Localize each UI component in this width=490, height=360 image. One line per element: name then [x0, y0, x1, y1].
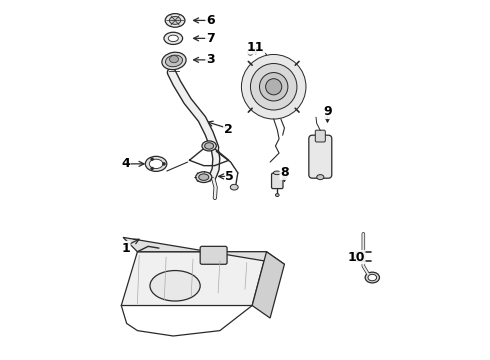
FancyBboxPatch shape: [315, 130, 325, 142]
Ellipse shape: [168, 35, 178, 41]
Polygon shape: [122, 252, 267, 306]
Ellipse shape: [149, 159, 163, 168]
Circle shape: [260, 73, 288, 101]
Ellipse shape: [365, 272, 379, 283]
Circle shape: [151, 158, 153, 161]
Text: 3: 3: [206, 53, 215, 66]
Ellipse shape: [166, 55, 183, 67]
Ellipse shape: [170, 55, 178, 63]
Circle shape: [247, 49, 253, 55]
Ellipse shape: [317, 175, 324, 180]
Ellipse shape: [275, 194, 279, 197]
Ellipse shape: [162, 52, 186, 70]
Ellipse shape: [164, 32, 183, 44]
Ellipse shape: [205, 143, 214, 149]
Circle shape: [151, 167, 153, 170]
Text: 8: 8: [280, 166, 289, 179]
Polygon shape: [123, 237, 285, 264]
Text: 2: 2: [224, 123, 232, 136]
FancyBboxPatch shape: [271, 173, 283, 189]
Ellipse shape: [146, 156, 167, 171]
Text: 4: 4: [122, 157, 130, 170]
Polygon shape: [252, 252, 285, 318]
Circle shape: [266, 79, 282, 95]
Circle shape: [242, 54, 306, 119]
Ellipse shape: [196, 172, 212, 183]
FancyBboxPatch shape: [200, 246, 227, 264]
Circle shape: [250, 63, 297, 110]
Ellipse shape: [230, 184, 238, 190]
Ellipse shape: [150, 271, 200, 301]
Text: 7: 7: [206, 32, 215, 45]
Ellipse shape: [202, 141, 216, 151]
Text: 11: 11: [247, 41, 265, 54]
Ellipse shape: [170, 17, 181, 24]
Text: 9: 9: [323, 105, 332, 118]
Text: 10: 10: [347, 251, 365, 264]
FancyBboxPatch shape: [309, 135, 332, 178]
Ellipse shape: [368, 274, 377, 281]
Text: 6: 6: [206, 14, 215, 27]
Text: 5: 5: [225, 170, 234, 183]
Text: 1: 1: [122, 242, 130, 255]
Ellipse shape: [165, 14, 185, 27]
Ellipse shape: [273, 171, 281, 175]
Ellipse shape: [199, 174, 209, 180]
Circle shape: [163, 162, 166, 165]
